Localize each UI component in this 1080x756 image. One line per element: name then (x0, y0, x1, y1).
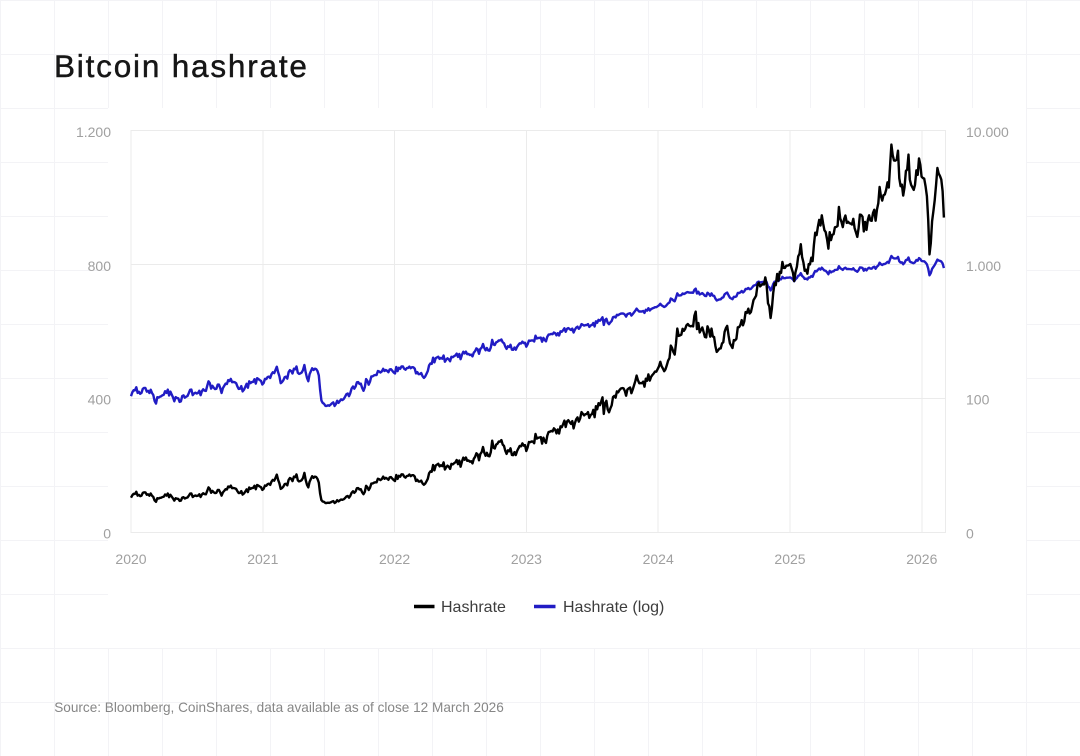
svg-text:2023: 2023 (511, 551, 542, 567)
svg-text:400: 400 (88, 392, 112, 408)
svg-text:800: 800 (88, 258, 112, 274)
svg-text:Hashrate (log): Hashrate (log) (563, 599, 664, 616)
svg-text:2020: 2020 (115, 551, 146, 567)
svg-text:2026: 2026 (906, 551, 937, 567)
svg-text:0: 0 (966, 526, 974, 542)
svg-text:2022: 2022 (379, 551, 410, 567)
svg-text:10.000: 10.000 (966, 124, 1009, 140)
svg-text:Source: Bloomberg, CoinShares,: Source: Bloomberg, CoinShares, data avai… (54, 700, 504, 715)
svg-text:2025: 2025 (774, 551, 805, 567)
svg-text:100: 100 (966, 392, 990, 408)
svg-text:2024: 2024 (643, 551, 674, 567)
svg-text:0: 0 (103, 526, 111, 542)
svg-text:1.200: 1.200 (76, 124, 111, 140)
svg-text:2021: 2021 (247, 551, 278, 567)
svg-text:1.000: 1.000 (966, 258, 1001, 274)
svg-text:Hashrate: Hashrate (441, 599, 506, 616)
